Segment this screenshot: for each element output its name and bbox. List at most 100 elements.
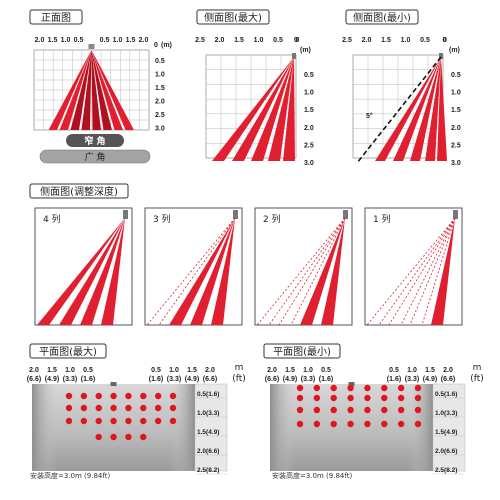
plan-x-tick-m: 1.0	[407, 367, 417, 374]
front-x-tick: 2.0	[35, 37, 45, 44]
front-beam	[70, 50, 92, 130]
plan-x-tick-m: 1.5	[47, 367, 57, 374]
plan-max-title: 平面图(最大)	[39, 345, 97, 358]
side-min-title: 侧面图(最小)	[353, 11, 411, 24]
plan-x-tick-m: 2.0	[29, 367, 39, 374]
front-y-tick: 2.0	[155, 99, 165, 106]
side-min-y-ticks: 0.5 1.0 1.5 2.0 2.5 3.0	[451, 72, 461, 167]
plan-x-tick-ft: (1.6)	[387, 376, 401, 383]
plan-x-tick-m: 1.0	[169, 367, 179, 374]
plan-detection-dot	[80, 404, 88, 412]
plan-detection-dot	[125, 433, 132, 441]
plan-x-tick-ft: (3.3)	[167, 376, 181, 383]
front-x-tick: 1.5	[126, 37, 136, 44]
front-beam	[91, 50, 112, 130]
front-beam	[91, 50, 123, 130]
plan-x-tick-m: 0.5	[389, 367, 399, 374]
plan-x-tick-ft: (4.9)	[185, 376, 199, 383]
plan-detection-dot	[65, 417, 73, 425]
front-y-tick: 1.5	[155, 85, 165, 92]
side-min-boundary-line	[356, 56, 442, 164]
front-view-title: 正面图	[41, 12, 71, 24]
depth-beam-inactive	[378, 217, 456, 326]
plan-detection-dot	[330, 384, 337, 392]
side-max-title-box	[196, 9, 270, 25]
plan-detection-dot	[381, 406, 388, 414]
plan-detection-dot	[95, 404, 102, 412]
plan-detection-dot	[110, 433, 117, 441]
plan-detection-dot	[125, 417, 132, 425]
depth-boxes: 4 列 3 列 2 列 1 列	[34, 207, 463, 326]
plan-detection-dot	[414, 420, 422, 428]
front-x-tick: 1.0	[113, 37, 123, 44]
plan-x-tick-ft: (6.6)	[203, 376, 217, 383]
plan-x-tick-m: 2.0	[205, 367, 215, 374]
depth-beam-inactive	[278, 217, 346, 326]
plan-label-strip	[432, 383, 466, 472]
front-view-zero-label: 0	[154, 42, 158, 49]
plan-x-tick-m: 0.5	[321, 367, 331, 374]
smax-x-tick: 2.0	[215, 37, 225, 44]
smax-y-tick: 2.0	[304, 125, 314, 132]
depth-beam-active	[101, 218, 125, 325]
front-y-tick: 0.5	[155, 58, 165, 65]
depth-box-label: 4 列	[43, 213, 61, 225]
front-beam	[91, 50, 134, 130]
smax-y-tick: 2.5	[304, 142, 314, 149]
plan-unit-ft: (ft)	[470, 374, 484, 384]
smin-y-tick: 2.0	[451, 125, 461, 132]
plan-detection-dot	[364, 420, 371, 428]
front-view-unit: (m)	[161, 42, 172, 49]
smax-beam	[283, 57, 295, 161]
plan-detection-dot	[347, 384, 354, 392]
plan-x-tick-ft: (3.3)	[63, 376, 77, 383]
plan-detection-dot	[397, 420, 405, 428]
side-max-beams	[212, 53, 296, 161]
side-min-zero-label: 0	[443, 37, 447, 44]
plan-detection-dot	[169, 392, 177, 400]
front-view-y-ticks: 0.5 1.0 1.5 2.0 2.5 3.0	[155, 58, 165, 133]
depth-title-box	[29, 183, 129, 199]
plan-detection-dot	[154, 392, 162, 400]
plan-detection-dot	[330, 406, 337, 414]
plan-x-tick-ft: (4.9)	[423, 376, 437, 383]
plan-detection-dot	[414, 406, 422, 414]
plan-unit-m: m	[473, 363, 482, 373]
side-min-x-ticks: 2.5 2.0 1.5 1.0 0.5 0	[342, 37, 446, 44]
plan-detection-dot	[169, 417, 177, 425]
smin-x-tick: 1.0	[401, 37, 411, 44]
depth-box-1-rows: 1 列	[364, 207, 463, 326]
plan-max-panel: 平面图(最大) 2.0 1.5 1.0 0.5 0.5 1.0 1.5 2.0(6.6) (4.…	[27, 343, 246, 480]
plan-x-tick-ft: (4.9)	[283, 376, 297, 383]
smin-x-tick: 0	[443, 37, 447, 44]
plan-detection-dot	[80, 392, 88, 400]
plan-x-tick-ft: (3.3)	[405, 376, 419, 383]
plan-row-label: 1.5(4.9)	[435, 429, 457, 436]
depth-beam-active	[300, 218, 345, 325]
front-view-grid	[33, 49, 150, 131]
plan-detection-dot	[65, 404, 73, 412]
plan-x-tick-m: 0.5	[151, 367, 161, 374]
side-min-beams	[356, 53, 447, 164]
plan-detection-dot	[330, 420, 337, 428]
plan-detection-dot	[65, 392, 73, 400]
front-beam	[59, 50, 92, 130]
depth-title: 侧面图(调整深度)	[40, 185, 118, 198]
depth-box-label: 3 列	[153, 213, 171, 225]
wide-angle-pill	[39, 149, 151, 164]
wide-angle-label: 广 角	[85, 151, 106, 163]
plan-x-tick-ft: (1.6)	[81, 376, 95, 383]
plan-label-strip	[194, 383, 228, 472]
depth-adjust-panel: 侧面图(调整深度) 4 列 3 列 2 列 1 列	[29, 183, 463, 326]
side-max-zero-label: 0	[294, 37, 298, 44]
plan-unit-ft: (ft)	[232, 374, 246, 384]
plan-detection-dot	[154, 417, 162, 425]
depth-box-label: 2 列	[263, 213, 281, 225]
smin-y-tick: 2.5	[451, 142, 461, 149]
plan-row-label: 1.0(3.3)	[197, 410, 219, 417]
side-min-title-box	[345, 9, 419, 25]
plan-unit-m: m	[235, 363, 244, 373]
smax-y-tick: 3.0	[304, 160, 314, 167]
plan-sensor-icon	[348, 382, 355, 386]
smin-beam	[437, 57, 447, 161]
